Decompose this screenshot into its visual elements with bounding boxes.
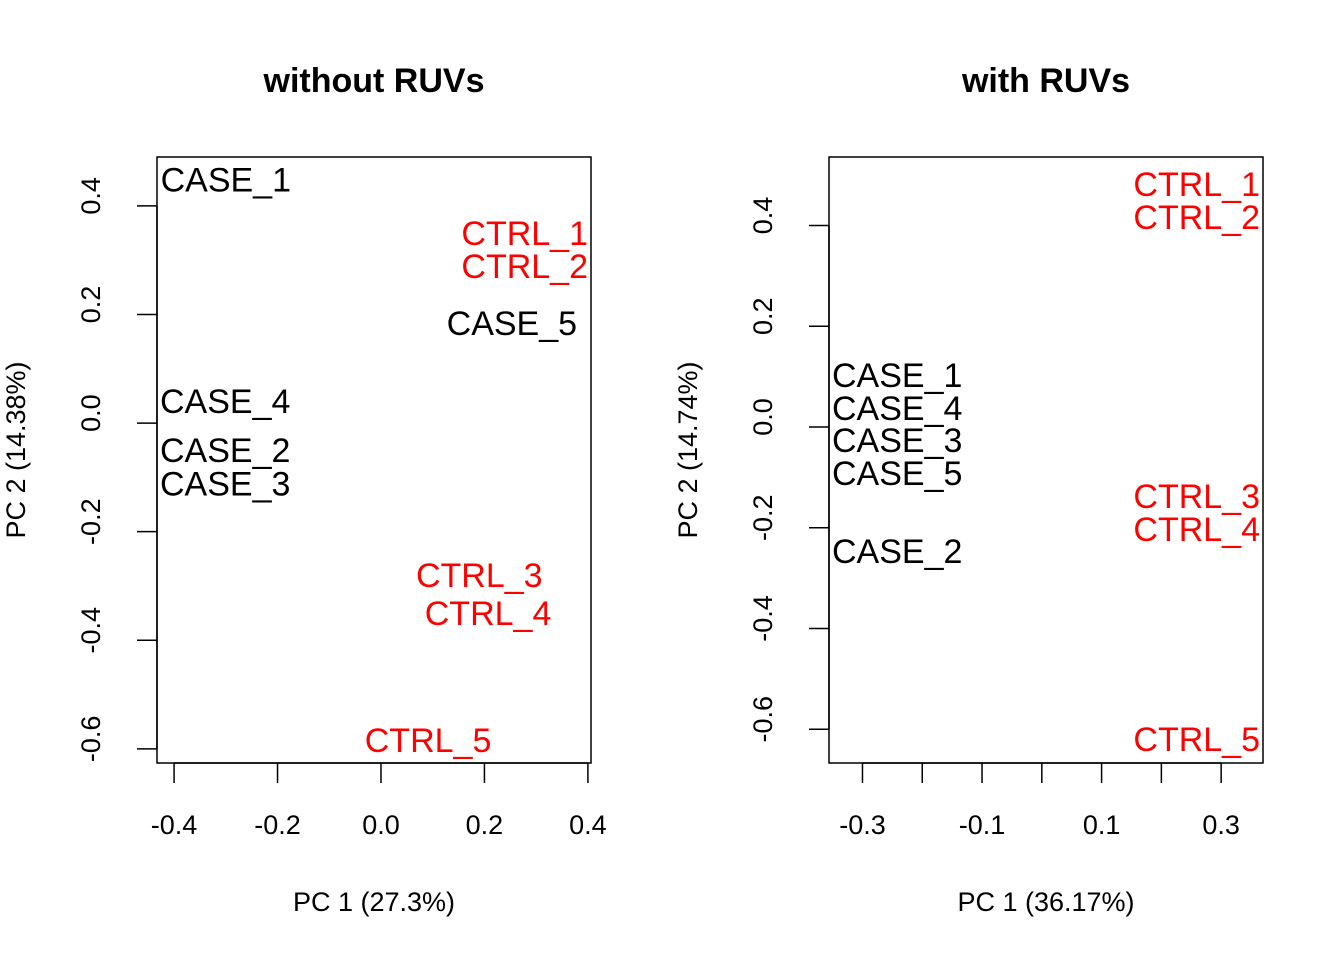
y-tick-label: 0.2 <box>748 297 778 335</box>
y-tick-label: -0.4 <box>748 595 778 642</box>
y-axis-label: PC 2 (14.38%) <box>1 361 31 538</box>
x-axis-label: PC 1 (27.3%) <box>293 887 455 917</box>
x-tick-label: 0.2 <box>466 810 504 840</box>
x-tick-label: -0.4 <box>151 810 198 840</box>
point-label: CASE_5 <box>832 455 962 493</box>
chart-title: without RUVs <box>263 62 485 100</box>
y-tick-label: 0.4 <box>748 197 778 235</box>
x-tick-label: 0.4 <box>569 810 607 840</box>
point-label: CASE_4 <box>832 390 962 428</box>
point-label: CASE_3 <box>160 465 290 503</box>
x-tick-label: -0.3 <box>839 810 886 840</box>
x-tick-label: 0.3 <box>1202 810 1240 840</box>
point-label: CTRL_2 <box>1133 199 1260 237</box>
point-label: CTRL_3 <box>1133 478 1260 516</box>
point-label: CASE_4 <box>160 383 290 421</box>
point-label: CTRL_1 <box>1133 166 1260 204</box>
y-tick-label: 0.0 <box>76 394 106 432</box>
point-label: CTRL_4 <box>425 595 552 633</box>
x-tick-label: -0.1 <box>959 810 1006 840</box>
point-label: CASE_2 <box>832 533 962 571</box>
y-tick-label: -0.2 <box>76 498 106 545</box>
chart-title: with RUVs <box>961 62 1130 100</box>
point-label: CTRL_5 <box>1133 721 1260 759</box>
point-label: CTRL_1 <box>461 215 588 253</box>
point-label: CASE_1 <box>161 161 291 199</box>
x-tick-label: 0.0 <box>362 810 400 840</box>
y-tick-label: -0.6 <box>76 716 106 763</box>
x-axis-label: PC 1 (36.17%) <box>957 887 1134 917</box>
y-tick-label: -0.6 <box>748 696 778 743</box>
point-label: CTRL_3 <box>416 557 543 595</box>
point-label: CTRL_4 <box>1133 511 1260 549</box>
y-tick-label: 0.2 <box>76 286 106 324</box>
point-label: CASE_3 <box>832 422 962 460</box>
y-tick-label: -0.4 <box>76 607 106 654</box>
point-label: CTRL_5 <box>365 722 492 760</box>
y-tick-label: -0.2 <box>748 494 778 541</box>
point-label: CTRL_2 <box>461 248 588 286</box>
panel-2: with RUVs -0.3 -0.1 0.1 0.3 0.4 0.2 0.0 -0.2 -0.4… <box>673 62 1264 917</box>
y-tick-label: 0.4 <box>76 177 106 215</box>
point-label: CASE_5 <box>447 305 577 343</box>
point-label: CASE_2 <box>160 432 290 470</box>
y-axis-label: PC 2 (14.74%) <box>673 361 703 538</box>
x-tick-label: -0.2 <box>254 810 301 840</box>
panel-1: without RUVs -0.4 -0.2 0.0 0.2 0.4 0.4 0.2 0.0 -0… <box>1 62 607 917</box>
y-tick-label: 0.0 <box>748 398 778 436</box>
x-tick-label: 0.1 <box>1083 810 1121 840</box>
point-label: CASE_1 <box>832 357 962 395</box>
